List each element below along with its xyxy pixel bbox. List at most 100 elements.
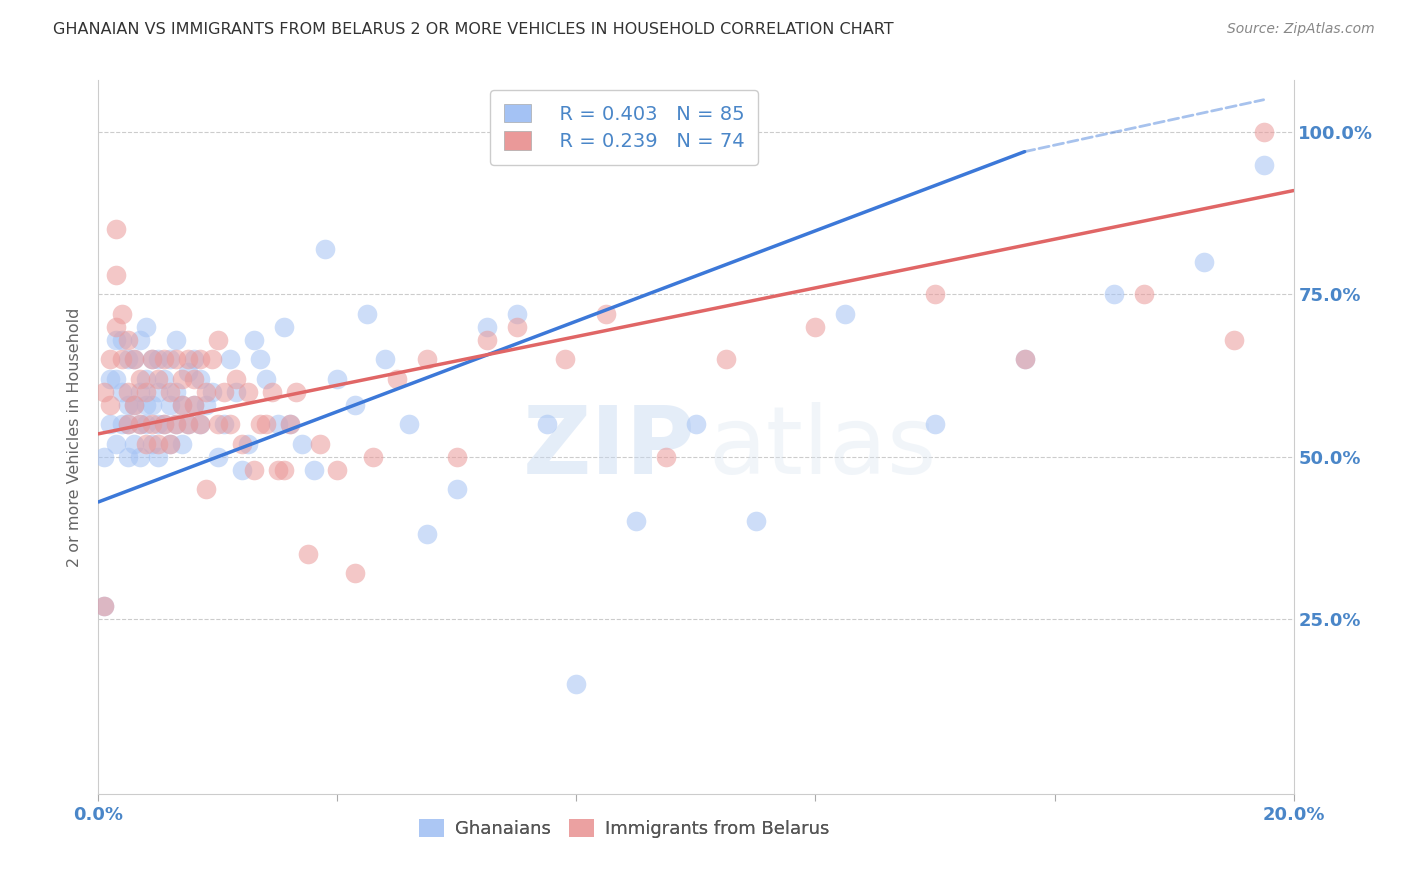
Point bbox=[475, 333, 498, 347]
Point bbox=[141, 398, 163, 412]
Point bbox=[212, 417, 235, 431]
Point bbox=[159, 352, 181, 367]
Point bbox=[1253, 158, 1275, 172]
Point bbox=[219, 417, 242, 431]
Point bbox=[363, 450, 385, 464]
Point bbox=[129, 372, 152, 386]
Point bbox=[135, 417, 157, 431]
Point bbox=[148, 372, 170, 386]
Point bbox=[195, 384, 218, 399]
Point bbox=[117, 417, 139, 431]
Point bbox=[183, 398, 205, 412]
Point bbox=[124, 436, 146, 450]
Point bbox=[111, 417, 134, 431]
Point bbox=[117, 398, 139, 412]
Point bbox=[93, 599, 115, 613]
Point bbox=[924, 287, 946, 301]
Point bbox=[111, 384, 134, 399]
Point bbox=[685, 417, 707, 431]
Point bbox=[834, 307, 856, 321]
Point bbox=[148, 352, 170, 367]
Point bbox=[117, 352, 139, 367]
Point bbox=[93, 450, 115, 464]
Point bbox=[124, 398, 146, 412]
Point bbox=[105, 333, 128, 347]
Point bbox=[188, 352, 211, 367]
Point bbox=[201, 352, 224, 367]
Point bbox=[804, 319, 827, 334]
Point bbox=[177, 417, 200, 431]
Point bbox=[129, 333, 152, 347]
Point bbox=[278, 417, 301, 431]
Point bbox=[326, 462, 349, 476]
Point bbox=[117, 450, 139, 464]
Point bbox=[117, 417, 139, 431]
Point bbox=[565, 676, 588, 690]
Point bbox=[595, 307, 617, 321]
Point bbox=[278, 417, 301, 431]
Point bbox=[344, 398, 367, 412]
Point bbox=[398, 417, 420, 431]
Point bbox=[129, 450, 152, 464]
Point bbox=[183, 372, 205, 386]
Point bbox=[159, 436, 181, 450]
Point bbox=[273, 462, 295, 476]
Point bbox=[554, 352, 576, 367]
Point bbox=[105, 372, 128, 386]
Text: GHANAIAN VS IMMIGRANTS FROM BELARUS 2 OR MORE VEHICLES IN HOUSEHOLD CORRELATION : GHANAIAN VS IMMIGRANTS FROM BELARUS 2 OR… bbox=[53, 22, 894, 37]
Point bbox=[260, 384, 283, 399]
Point bbox=[231, 436, 253, 450]
Point bbox=[135, 372, 157, 386]
Point bbox=[236, 384, 259, 399]
Point bbox=[219, 352, 242, 367]
Point bbox=[159, 384, 181, 399]
Point bbox=[111, 352, 134, 367]
Point bbox=[231, 462, 253, 476]
Point bbox=[626, 515, 648, 529]
Point bbox=[1133, 287, 1156, 301]
Point bbox=[165, 333, 187, 347]
Point bbox=[249, 417, 271, 431]
Point bbox=[308, 436, 330, 450]
Point bbox=[416, 527, 439, 541]
Point bbox=[177, 365, 200, 379]
Point bbox=[98, 352, 122, 367]
Text: atlas: atlas bbox=[709, 401, 936, 494]
Point bbox=[714, 352, 737, 367]
Point bbox=[105, 319, 128, 334]
Point bbox=[249, 352, 271, 367]
Point bbox=[177, 417, 200, 431]
Point bbox=[207, 450, 229, 464]
Point bbox=[446, 450, 468, 464]
Point bbox=[177, 352, 200, 367]
Point bbox=[267, 462, 290, 476]
Point bbox=[225, 372, 247, 386]
Point bbox=[124, 352, 146, 367]
Point bbox=[207, 417, 229, 431]
Point bbox=[188, 417, 211, 431]
Legend: Ghanaians, Immigrants from Belarus: Ghanaians, Immigrants from Belarus bbox=[412, 813, 837, 846]
Point bbox=[148, 436, 170, 450]
Point bbox=[1192, 255, 1215, 269]
Point bbox=[326, 372, 349, 386]
Point bbox=[273, 319, 295, 334]
Point bbox=[135, 384, 157, 399]
Point bbox=[374, 352, 396, 367]
Point bbox=[141, 436, 163, 450]
Point bbox=[111, 307, 134, 321]
Point bbox=[165, 384, 187, 399]
Point bbox=[117, 384, 139, 399]
Point bbox=[745, 515, 768, 529]
Point bbox=[98, 398, 122, 412]
Point bbox=[183, 398, 205, 412]
Point bbox=[207, 333, 229, 347]
Point bbox=[225, 384, 247, 399]
Point bbox=[315, 242, 337, 256]
Point bbox=[416, 352, 439, 367]
Point bbox=[302, 462, 325, 476]
Point bbox=[924, 417, 946, 431]
Point bbox=[291, 436, 314, 450]
Point bbox=[1014, 352, 1036, 367]
Point bbox=[98, 417, 122, 431]
Point bbox=[153, 417, 176, 431]
